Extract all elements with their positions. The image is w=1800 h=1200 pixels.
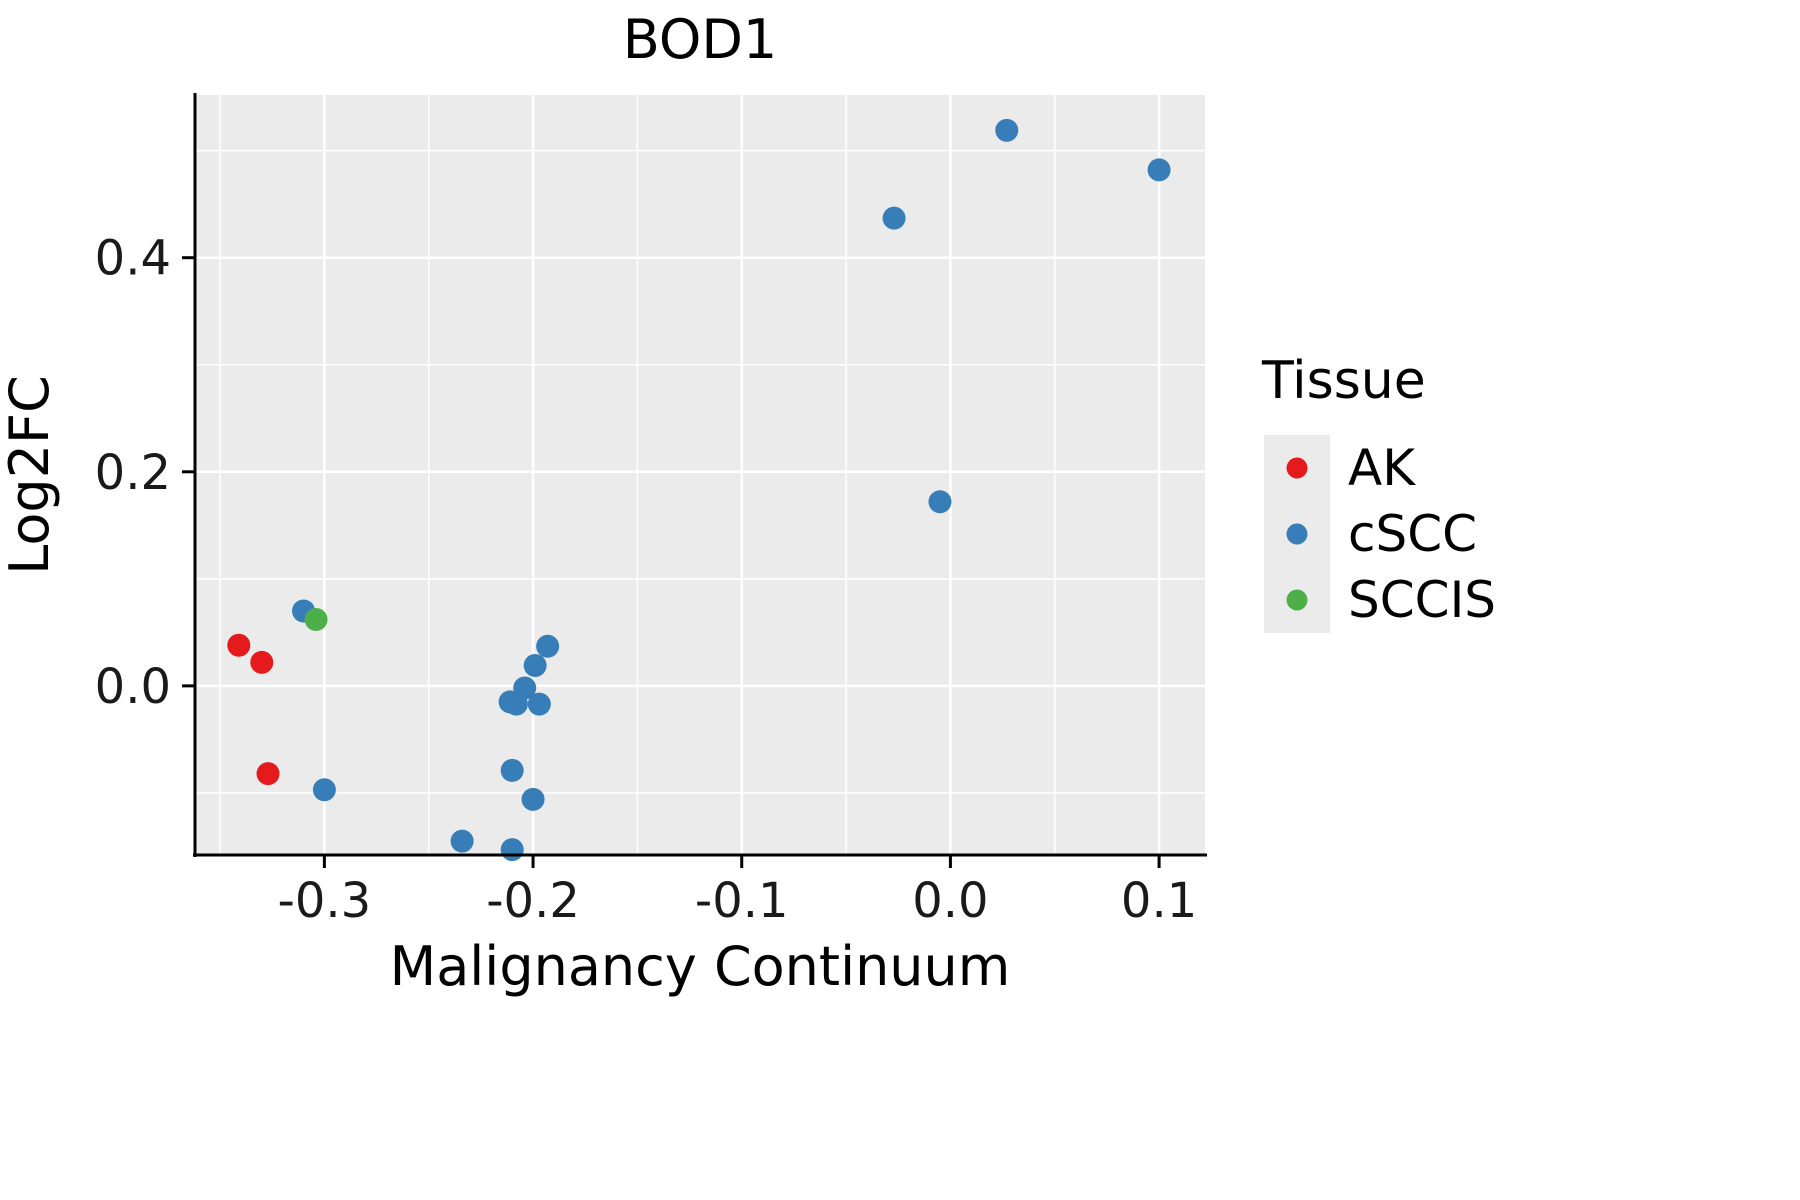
point-cSCC[interactable] <box>521 787 545 811</box>
legend-title: Tissue <box>1261 351 1426 411</box>
point-cSCC[interactable] <box>523 654 547 678</box>
point-SCCIS[interactable] <box>304 608 328 632</box>
point-cSCC[interactable] <box>312 778 336 802</box>
point-cSCC[interactable] <box>500 758 524 782</box>
point-cSCC[interactable] <box>536 634 560 658</box>
point-cSCC[interactable] <box>928 490 952 514</box>
x-tick-label: -0.3 <box>278 873 372 929</box>
legend-label-cSCC[interactable]: cSCC <box>1348 505 1477 563</box>
point-cSCC[interactable] <box>1147 158 1171 182</box>
point-cSCC[interactable] <box>450 829 474 853</box>
chart-title: BOD1 <box>623 8 778 71</box>
point-cSCC[interactable] <box>527 692 551 716</box>
x-axis-title: Malignancy Continuum <box>390 935 1011 998</box>
point-cSCC[interactable] <box>995 118 1019 142</box>
data-points <box>227 118 1171 862</box>
point-cSCC[interactable] <box>513 676 537 700</box>
point-AK[interactable] <box>227 633 251 657</box>
legend-key-dot-SCCIS[interactable] <box>1286 589 1308 611</box>
legend-key-dot-AK[interactable] <box>1286 457 1308 479</box>
x-tick-label: 0.0 <box>912 873 988 929</box>
x-tick-label: 0.1 <box>1121 873 1197 929</box>
legend-key-dot-cSCC[interactable] <box>1286 523 1308 545</box>
y-axis-title: Log2FC <box>0 375 61 575</box>
legend-label-SCCIS[interactable]: SCCIS <box>1348 571 1496 629</box>
point-cSCC[interactable] <box>500 838 524 862</box>
x-tick-label: -0.1 <box>695 873 789 929</box>
gridlines <box>195 95 1205 855</box>
x-tick-label: -0.2 <box>486 873 580 929</box>
point-AK[interactable] <box>250 650 274 674</box>
y-tick-label: 0.4 <box>95 231 171 287</box>
plot-panel <box>195 95 1205 855</box>
axes: -0.3 -0.2 -0.1 0.0 0.1 0.0 0.2 0.4 <box>95 93 1207 929</box>
legend: Tissue AK cSCC SCCIS <box>1261 351 1496 633</box>
y-tick-label: 0.0 <box>95 659 171 715</box>
point-cSCC[interactable] <box>882 206 906 230</box>
y-tick-label: 0.2 <box>95 445 171 501</box>
legend-label-AK[interactable]: AK <box>1348 439 1416 497</box>
point-AK[interactable] <box>256 762 280 786</box>
